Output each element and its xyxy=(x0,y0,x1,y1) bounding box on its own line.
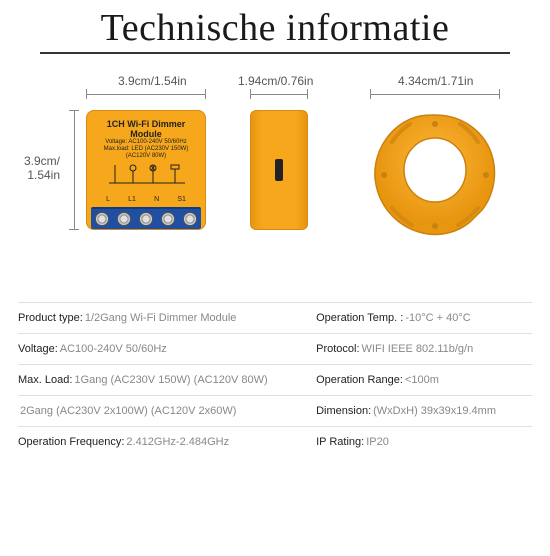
spec-left: Voltage: AC100-240V 50/60Hz xyxy=(18,343,316,355)
spec-right: IP Rating: IP20 xyxy=(316,436,532,448)
spec-left: 2Gang (AC230V 2x100W) (AC120V 2x60W) xyxy=(18,405,316,417)
spec-value: AC100-240V 50/60Hz xyxy=(60,343,167,355)
dim-tick xyxy=(69,229,79,230)
spec-key: Operation Temp. : xyxy=(316,312,403,324)
dim-line xyxy=(86,94,206,95)
spec-key: IP Rating: xyxy=(316,436,364,448)
spec-value: IP20 xyxy=(366,436,389,448)
spec-value: 1Gang (AC230V 150W) (AC120V 80W) xyxy=(74,374,267,386)
spec-value: 2Gang (AC230V 2x100W) (AC120V 2x60W) xyxy=(20,405,236,417)
spec-left: Max. Load: 1Gang (AC230V 150W) (AC120V 8… xyxy=(18,374,316,386)
module-voltage-line: Voltage: AC100-240V 50/60Hz xyxy=(97,139,195,146)
spec-value: 1/2Gang Wi-Fi Dimmer Module xyxy=(85,312,237,324)
spec-right: Protocol: WIFI IEEE 802.11b/g/n xyxy=(316,343,532,355)
module-maxload-line2: (AC120V 80W) xyxy=(97,153,195,160)
spec-value: -10°C + 40°C xyxy=(405,312,470,324)
spec-left: Product type:1/2Gang Wi-Fi Dimmer Module xyxy=(18,312,316,324)
terminal-screw xyxy=(117,212,131,226)
pin-label: S1 xyxy=(177,196,186,203)
spec-key: Max. Load: xyxy=(18,374,72,386)
spec-value: (WxDxH) 39x39x19.4mm xyxy=(373,405,496,417)
dim-tick xyxy=(250,89,251,99)
module-title: 1CH Wi-Fi Dimmer Module xyxy=(97,119,195,139)
spec-key: Voltage: xyxy=(18,343,58,355)
terminal-screw xyxy=(183,212,197,226)
dim-label-width2: 1.94cm/0.76in xyxy=(238,74,313,88)
module-pin-labels: L L1 N S1 xyxy=(97,196,195,203)
dim-tick xyxy=(205,89,206,99)
terminal-screw xyxy=(95,212,109,226)
dim-label-width3: 4.34cm/1.71in xyxy=(398,74,473,88)
terminal-screw xyxy=(139,212,153,226)
module-label-block: 1CH Wi-Fi Dimmer Module Voltage: AC100-2… xyxy=(97,119,195,161)
pin-label: L xyxy=(106,196,110,203)
spec-row: Max. Load: 1Gang (AC230V 150W) (AC120V 8… xyxy=(18,364,532,395)
spec-value: <100m xyxy=(405,374,439,386)
dim-label-width1: 3.9cm/1.54in xyxy=(118,74,187,88)
dim-line xyxy=(370,94,500,95)
module-side-view xyxy=(250,110,308,230)
spec-key: Operation Range: xyxy=(316,374,403,386)
dim-tick xyxy=(69,110,79,111)
specs-table: Product type:1/2Gang Wi-Fi Dimmer Module… xyxy=(18,302,532,457)
spec-row: 2Gang (AC230V 2x100W) (AC120V 2x60W) Dime… xyxy=(18,395,532,426)
page-title: Technische informatie xyxy=(40,6,510,54)
pin-label: N xyxy=(154,196,159,203)
dim-line xyxy=(74,110,75,230)
spec-key: Operation Frequency: xyxy=(18,436,124,448)
dim-line xyxy=(250,94,308,95)
dim-tick xyxy=(370,89,371,99)
spec-key: Product type: xyxy=(18,312,83,324)
spec-row: Product type:1/2Gang Wi-Fi Dimmer Module… xyxy=(18,302,532,333)
spec-right: Operation Temp. : -10°C + 40°C xyxy=(316,312,532,324)
spec-value: WIFI IEEE 802.11b/g/n xyxy=(362,343,474,355)
terminal-block xyxy=(91,207,201,229)
module-front-view: 1CH Wi-Fi Dimmer Module Voltage: AC100-2… xyxy=(86,110,206,230)
module-schematic-icon xyxy=(105,163,189,189)
spec-row: Operation Frequency: 2.412GHz-2.484GHzIP… xyxy=(18,426,532,457)
spec-right: Operation Range: <100m xyxy=(316,374,532,386)
dim-label-height1: 3.9cm/1.54in xyxy=(24,154,60,182)
spec-left: Operation Frequency: 2.412GHz-2.484GHz xyxy=(18,436,316,448)
dim-tick xyxy=(499,89,500,99)
spec-right: Dimension: (WxDxH) 39x39x19.4mm xyxy=(316,405,532,417)
dim-tick xyxy=(307,89,308,99)
pin-label: L1 xyxy=(128,196,136,203)
spec-key: Protocol: xyxy=(316,343,359,355)
spec-row: Voltage: AC100-240V 50/60HzProtocol: WIF… xyxy=(18,333,532,364)
module-slot xyxy=(275,159,283,181)
mounting-bracket-icon xyxy=(370,110,500,240)
dim-tick xyxy=(86,89,87,99)
terminal-screw xyxy=(161,212,175,226)
spec-value: 2.412GHz-2.484GHz xyxy=(126,436,229,448)
spec-key: Dimension: xyxy=(316,405,371,417)
module-maxload-line1: Max.load: LED (AC230V 150W) xyxy=(97,146,195,153)
product-diagram: 3.9cm/1.54in 3.9cm/1.54in 1.94cm/0.76in … xyxy=(0,68,550,288)
